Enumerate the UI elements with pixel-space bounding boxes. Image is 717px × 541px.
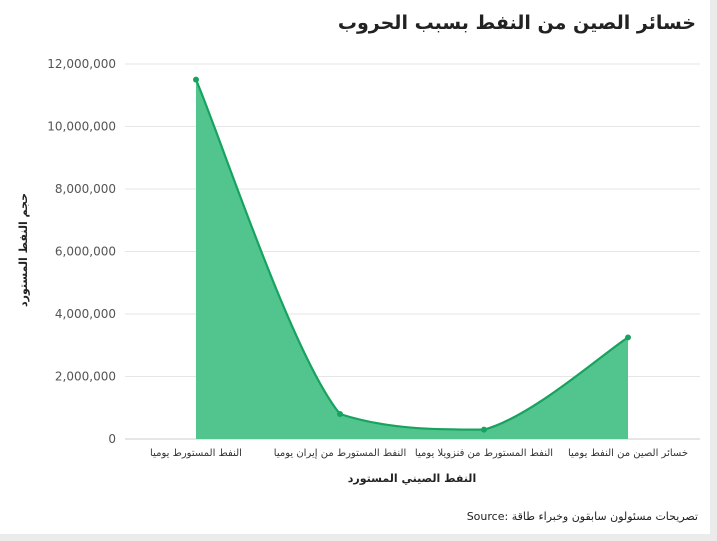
- series-area: [196, 79, 628, 439]
- y-tick-label: 2,000,000: [55, 370, 116, 384]
- data-point: [481, 426, 487, 433]
- y-tick-label: 12,000,000: [47, 57, 116, 71]
- y-tick-label: 0: [108, 432, 116, 446]
- y-tick-label: 4,000,000: [55, 307, 116, 321]
- x-tick-label: النفط المستورط من إيران يوميا: [274, 448, 406, 459]
- data-point: [625, 334, 631, 341]
- data-point: [193, 76, 199, 83]
- chart-card: خسائر الصين من النفط بسبب الحروب 0 2,000,…: [0, 0, 710, 534]
- source-label: Source:: [466, 510, 509, 523]
- y-tick-label: 8,000,000: [55, 182, 116, 196]
- source-text: تصريحات مسئولون سابقون وخبراء طاقة: [511, 510, 698, 523]
- series-area-group: [193, 76, 631, 439]
- series-line: [194, 79, 629, 431]
- x-tick-label: النفط المستورط يوميا: [150, 448, 242, 459]
- y-tick-label: 10,000,000: [47, 120, 116, 134]
- chart-title: خسائر الصين من النفط بسبب الحروب: [337, 12, 696, 34]
- x-tick-label: خسائر الصين من النفط يوميا: [568, 448, 688, 459]
- y-axis-label: حجم النفط المستورد: [17, 193, 30, 307]
- y-tick-label: 6,000,000: [55, 245, 116, 259]
- source-note: Source: تصريحات مسئولون سابقون وخبراء طا…: [467, 510, 698, 523]
- x-tick-label: النفط المستورط من فنزويلا يوميا: [415, 448, 553, 459]
- x-axis-label: النفط الصيني المستورد: [348, 472, 476, 485]
- tick-labels: 0 2,000,000 4,000,000 6,000,000 8,000,000 10,…: [47, 57, 688, 459]
- data-point: [337, 411, 343, 417]
